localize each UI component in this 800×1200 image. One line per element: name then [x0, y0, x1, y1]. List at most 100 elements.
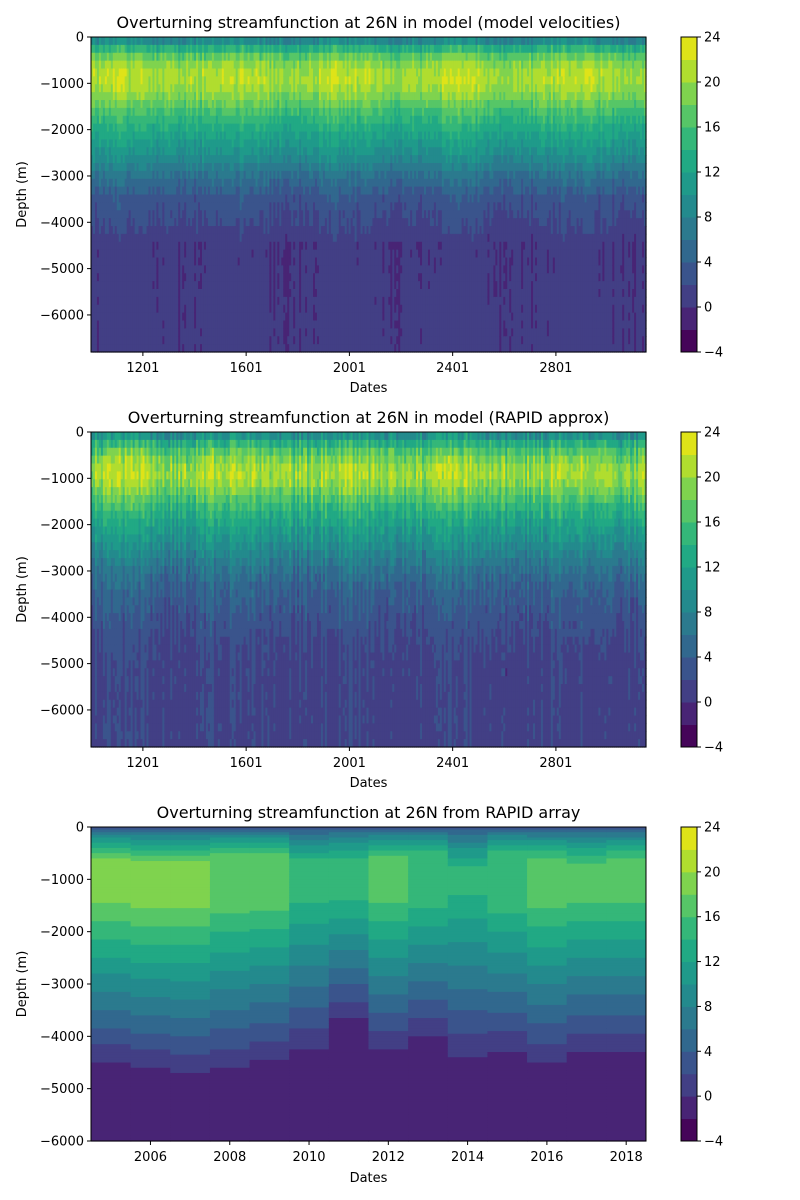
- heatmap-cell: [213, 147, 217, 156]
- heatmap-cell: [239, 344, 243, 353]
- heatmap-cell: [118, 44, 122, 54]
- heatmap-cell: [180, 194, 183, 203]
- heatmap-cell: [196, 139, 199, 148]
- heatmap-cell: [182, 115, 185, 125]
- heatmap-cell: [162, 163, 165, 172]
- heatmap-cell: [106, 257, 110, 266]
- heatmap-cell: [142, 76, 146, 85]
- heatmap-cell: [225, 147, 229, 156]
- heatmap-cell: [219, 186, 223, 196]
- heatmap-cell: [221, 139, 225, 148]
- heatmap-cell: [209, 281, 213, 290]
- heatmap-cell: [91, 226, 94, 235]
- heatmap-cell: [106, 289, 110, 298]
- heatmap-cell: [198, 281, 201, 290]
- heatmap-cell: [247, 52, 251, 62]
- heatmap-cell: [211, 289, 215, 298]
- heatmap-cell: [203, 210, 207, 219]
- heatmap-cell: [190, 139, 193, 148]
- heatmap-cell: [114, 170, 118, 180]
- heatmap-cell: [239, 100, 243, 109]
- heatmap-cell: [126, 210, 130, 219]
- heatmap-cell: [215, 194, 219, 203]
- heatmap-cell: [172, 52, 175, 62]
- heatmap-cell: [200, 218, 203, 227]
- heatmap-cell: [160, 107, 163, 117]
- heatmap-cell: [184, 312, 187, 322]
- heatmap-cell: [170, 60, 173, 70]
- heatmap-cell: [221, 123, 225, 133]
- heatmap-cell: [94, 131, 98, 140]
- heatmap-cell: [136, 226, 140, 235]
- heatmap-cell: [140, 320, 144, 329]
- heatmap-cell: [247, 163, 251, 172]
- heatmap-cell: [188, 257, 191, 266]
- heatmap-cell: [223, 37, 227, 46]
- heatmap-cell: [221, 52, 225, 62]
- heatmap-cell: [188, 226, 191, 235]
- heatmap-cell: [221, 226, 225, 235]
- heatmap-cell: [221, 257, 225, 266]
- heatmap-cell: [205, 139, 209, 148]
- heatmap-cell: [156, 265, 159, 274]
- heatmap-cell: [132, 233, 136, 243]
- heatmap-cell: [207, 60, 211, 70]
- heatmap-cell: [158, 147, 161, 156]
- heatmap-cell: [128, 37, 132, 46]
- heatmap-cell: [241, 226, 245, 235]
- heatmap-cell: [180, 92, 183, 101]
- heatmap-cell: [154, 265, 158, 274]
- heatmap-cell: [104, 131, 108, 140]
- heatmap-cell: [164, 218, 167, 227]
- heatmap-cell: [209, 107, 213, 117]
- heatmap-cell: [229, 249, 233, 259]
- heatmap-cell: [148, 257, 152, 266]
- heatmap-cell: [138, 202, 142, 211]
- heatmap-cell: [114, 296, 118, 306]
- heatmap-cell: [209, 202, 213, 211]
- heatmap-cell: [174, 273, 177, 282]
- heatmap-cell: [192, 218, 195, 227]
- heatmap-cell: [221, 202, 225, 211]
- heatmap-cell: [94, 178, 98, 188]
- heatmap-cell: [217, 226, 221, 235]
- heatmap-cell: [160, 37, 163, 46]
- heatmap-cell: [130, 344, 134, 353]
- heatmap-cell: [122, 155, 126, 164]
- heatmap-cell: [158, 186, 161, 196]
- heatmap-cell: [92, 289, 96, 298]
- heatmap-cell: [229, 107, 233, 117]
- heatmap-cell: [247, 76, 251, 85]
- heatmap-cell: [106, 52, 110, 62]
- heatmap-cell: [239, 273, 243, 282]
- heatmap-cell: [148, 218, 152, 227]
- heatmap-cell: [188, 320, 191, 329]
- heatmap-cell: [194, 131, 197, 140]
- heatmap-cell: [243, 76, 247, 85]
- heatmap-cell: [108, 186, 112, 196]
- heatmap-cell: [146, 68, 150, 77]
- heatmap-cell: [122, 241, 126, 251]
- heatmap-cell: [164, 265, 167, 274]
- heatmap-cell: [158, 273, 161, 282]
- heatmap-cell: [194, 304, 197, 314]
- heatmap-cell: [205, 194, 209, 203]
- heatmap-cell: [231, 344, 235, 353]
- heatmap-cell: [229, 131, 233, 140]
- heatmap-cell: [106, 115, 110, 125]
- heatmap-cell: [198, 170, 201, 180]
- heatmap-cell: [245, 60, 249, 70]
- heatmap-cell: [176, 60, 179, 70]
- heatmap-cell: [98, 52, 102, 62]
- heatmap-cell: [233, 194, 237, 203]
- heatmap-cell: [136, 344, 140, 353]
- heatmap-cell: [148, 344, 152, 353]
- heatmap-cell: [172, 320, 175, 329]
- heatmap-cell: [217, 186, 221, 196]
- heatmap-cell: [182, 202, 185, 211]
- heatmap-cell: [120, 265, 124, 274]
- heatmap-cell: [231, 226, 235, 235]
- heatmap-cell: [91, 233, 94, 243]
- heatmap-cell: [158, 336, 161, 345]
- heatmap-cell: [160, 178, 163, 188]
